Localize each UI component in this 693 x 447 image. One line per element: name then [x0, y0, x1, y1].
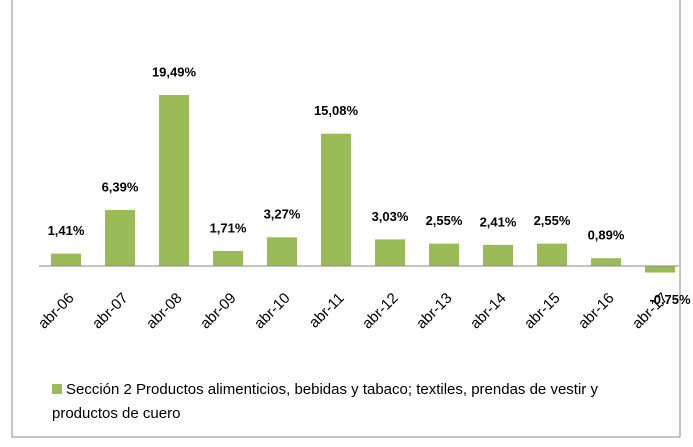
x-tick-label: abr-07 — [89, 290, 132, 333]
x-tick-label: abr-14 — [467, 290, 510, 333]
bar — [537, 243, 567, 266]
x-tick-label: abr-10 — [251, 290, 294, 333]
value-label: 2,55% — [426, 213, 463, 228]
bar — [483, 244, 513, 266]
bar — [429, 243, 459, 266]
legend-label: Sección 2 Productos alimenticios, bebida… — [52, 381, 598, 422]
x-tick-label: abr-12 — [359, 290, 402, 333]
value-label: 2,41% — [480, 214, 517, 229]
value-label: 6,39% — [102, 179, 139, 194]
bar — [375, 239, 405, 266]
bar — [159, 95, 189, 266]
bar — [591, 258, 621, 266]
x-tick-label: abr-15 — [521, 290, 564, 333]
value-label: 2,55% — [534, 213, 571, 228]
value-label: 3,27% — [264, 207, 301, 222]
bar — [105, 209, 135, 266]
bar — [645, 265, 675, 273]
value-label: 19,49% — [152, 64, 197, 79]
x-tick-label: abr-06 — [35, 290, 78, 333]
x-tick-label: abr-13 — [413, 290, 456, 333]
bar — [267, 237, 297, 266]
legend: Sección 2 Productos alimenticios, bebida… — [52, 378, 662, 426]
value-label: -0,75% — [649, 292, 691, 307]
bar — [213, 250, 243, 266]
chart-border — [11, 0, 681, 438]
x-tick-label: abr-11 — [306, 290, 348, 332]
value-label: 3,03% — [372, 209, 409, 224]
x-tick-label: abr-09 — [197, 290, 240, 333]
value-label: 0,89% — [588, 228, 625, 243]
bar — [51, 253, 81, 266]
value-label: 1,41% — [48, 223, 85, 238]
bar — [321, 133, 351, 266]
value-label: 15,08% — [314, 103, 359, 118]
x-tick-label: abr-08 — [143, 290, 186, 333]
value-label: 1,71% — [210, 220, 247, 235]
x-tick-label: abr-16 — [575, 290, 618, 333]
legend-swatch — [52, 384, 62, 394]
